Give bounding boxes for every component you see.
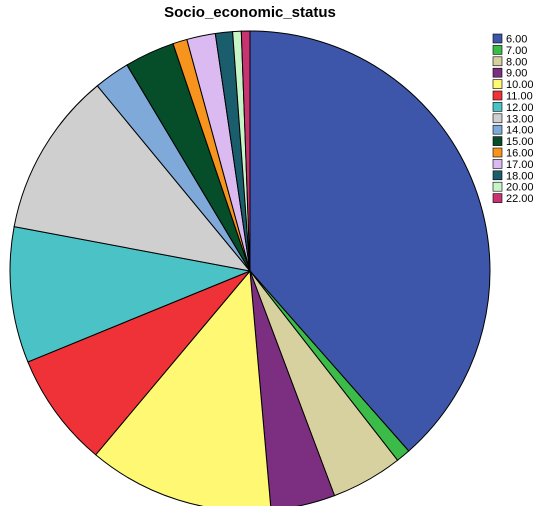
legend-label: 7.00 bbox=[506, 45, 527, 57]
legend-item-22.00: 22.00 bbox=[492, 193, 534, 205]
pie-slices bbox=[9, 30, 491, 506]
legend-label: 16.00 bbox=[506, 148, 534, 160]
legend-item-7.00: 7.00 bbox=[492, 45, 527, 57]
legend-label: 6.00 bbox=[506, 34, 527, 46]
pie-slice-22.00 bbox=[240, 30, 251, 272]
legend-item-6.00: 6.00 bbox=[492, 33, 527, 46]
legend-item-11.00: 11.00 bbox=[492, 90, 533, 103]
legend-item-20.00: 20.00 bbox=[492, 181, 534, 194]
legend: 6.007.008.009.0010.0011.0012.0013.0014.0… bbox=[492, 33, 534, 205]
legend-label: 9.00 bbox=[506, 68, 527, 80]
legend-swatch bbox=[492, 170, 503, 181]
pie-slice-13.00 bbox=[13, 85, 252, 272]
legend-item-10.00: 10.00 bbox=[492, 79, 534, 91]
legend-swatch bbox=[492, 79, 503, 89]
legend-label: 17.00 bbox=[506, 159, 534, 171]
legend-label: 13.00 bbox=[506, 113, 534, 125]
legend-item-9.00: 9.00 bbox=[492, 67, 527, 80]
legend-swatch bbox=[492, 67, 503, 78]
legend-label: 20.00 bbox=[506, 182, 534, 194]
pie-slice-12.00 bbox=[9, 226, 252, 363]
legend-item-18.00: 18.00 bbox=[492, 170, 534, 182]
pie-slice-9.00 bbox=[249, 270, 336, 506]
legend-item-12.00: 12.00 bbox=[492, 102, 534, 114]
chart-title: Socio_economic_status bbox=[164, 4, 336, 21]
legend-swatch bbox=[492, 90, 503, 101]
legend-swatch bbox=[492, 147, 503, 158]
legend-swatch bbox=[492, 124, 503, 135]
legend-label: 11.00 bbox=[506, 91, 533, 103]
legend-label: 22.00 bbox=[506, 193, 534, 205]
legend-swatch bbox=[492, 56, 503, 67]
legend-swatch bbox=[492, 102, 503, 112]
legend-label: 12.00 bbox=[506, 102, 534, 114]
legend-item-13.00: 13.00 bbox=[492, 113, 534, 125]
legend-item-16.00: 16.00 bbox=[492, 147, 534, 160]
legend-item-17.00: 17.00 bbox=[492, 159, 534, 171]
legend-swatch bbox=[492, 159, 503, 169]
legend-swatch bbox=[492, 193, 503, 203]
legend-label: 15.00 bbox=[506, 136, 534, 148]
legend-label: 8.00 bbox=[506, 56, 527, 68]
legend-swatch bbox=[492, 136, 503, 146]
legend-swatch bbox=[492, 113, 503, 124]
legend-item-8.00: 8.00 bbox=[492, 56, 527, 68]
legend-swatch bbox=[492, 45, 503, 55]
pie-slice-10.00 bbox=[94, 269, 272, 506]
legend-swatch bbox=[492, 33, 503, 44]
legend-item-14.00: 14.00 bbox=[492, 124, 534, 137]
legend-label: 10.00 bbox=[506, 79, 534, 91]
legend-item-15.00: 15.00 bbox=[492, 136, 534, 148]
pie-slice-11.00 bbox=[27, 270, 251, 456]
legend-label: 14.00 bbox=[506, 125, 534, 137]
legend-label: 18.00 bbox=[506, 170, 534, 182]
pie-slice-6.00 bbox=[249, 30, 491, 452]
legend-swatch bbox=[492, 181, 503, 192]
